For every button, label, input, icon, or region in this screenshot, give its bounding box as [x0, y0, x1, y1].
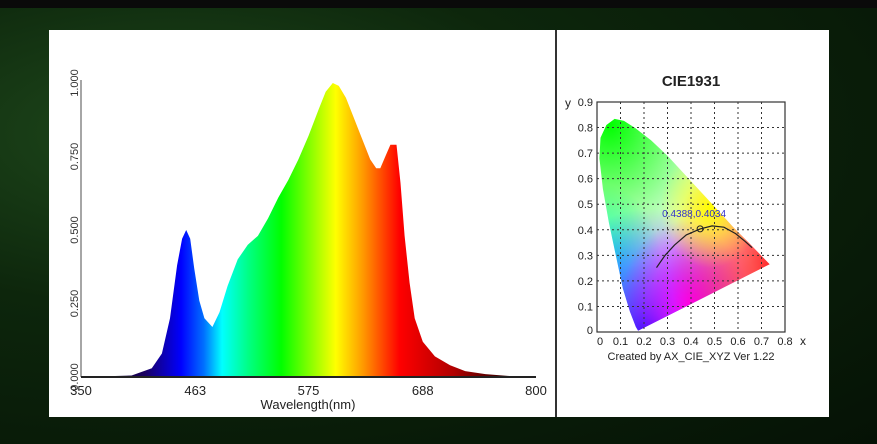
- cie-x-label: x: [800, 334, 806, 348]
- cie-x-tick-label: 0.5: [707, 336, 722, 348]
- cie-x-tick-label: 0.7: [754, 336, 769, 348]
- y-tick-label: 0.750: [69, 143, 81, 171]
- cie-x-tick-label: 0.2: [636, 336, 651, 348]
- cie-x-tick-label: 0.1: [613, 336, 628, 348]
- cie-x-tick-label: 0.4: [683, 336, 698, 348]
- cie-y-tick-label: 0.5: [578, 199, 593, 211]
- x-tick-label: 800: [525, 383, 547, 398]
- panel-divider: [555, 30, 557, 417]
- cie-title: CIE1931: [662, 73, 720, 90]
- cie-x-tick-label: 0.6: [730, 336, 745, 348]
- cie-footer: Created by AX_CIE_XYZ Ver 1.22: [608, 351, 775, 363]
- spectrum-area: [81, 83, 536, 377]
- cie-y-tick-label: 0.4: [578, 225, 593, 237]
- cie-x-tick-label: 0.3: [660, 336, 675, 348]
- y-tick-label: 0.000: [69, 363, 81, 391]
- x-tick-label: 350: [70, 383, 92, 398]
- cie-x-tick-label: 0: [597, 336, 603, 348]
- cie-frame: [596, 101, 786, 333]
- cie-y-tick-label: 0.2: [578, 276, 593, 288]
- cie-y-tick-label: 0.3: [578, 250, 593, 262]
- chromaticity-point: [696, 225, 704, 233]
- x-axis-label: Wavelength(nm): [261, 397, 356, 412]
- cie-y-tick-label: 0.7: [578, 148, 593, 160]
- y-tick-label: 0.500: [69, 216, 81, 244]
- cie-y-label: y: [565, 96, 571, 110]
- cie-x-tick-label: 0.8: [777, 336, 792, 348]
- cie-chart: CIE1931 0.4388,0.4034 0 0.1 0.2 0.3 0.4 0.5 0.…: [565, 73, 806, 363]
- chromaticity-label: 0.4388,0.4034: [662, 209, 726, 220]
- cie-y-tick-label: 0: [587, 325, 593, 337]
- y-tick-label: 1.000: [69, 69, 81, 97]
- y-tick-label: 0.250: [69, 290, 81, 318]
- planckian-locus: [656, 225, 753, 268]
- x-tick-label: 575: [298, 383, 320, 398]
- x-tick-label: 463: [184, 383, 206, 398]
- cie-y-tick-label: 0.8: [578, 123, 593, 135]
- cie-y-tick-label: 0.6: [578, 174, 593, 186]
- spectrum-chart: 0.000 0.250 0.500 0.750 1.000 350 463 575 688 80…: [69, 69, 547, 412]
- x-tick-label: 688: [412, 383, 434, 398]
- cie-y-tick-label: 0.1: [578, 301, 593, 313]
- top-bar: [0, 0, 877, 8]
- cie-y-tick-label: 0.9: [578, 97, 593, 109]
